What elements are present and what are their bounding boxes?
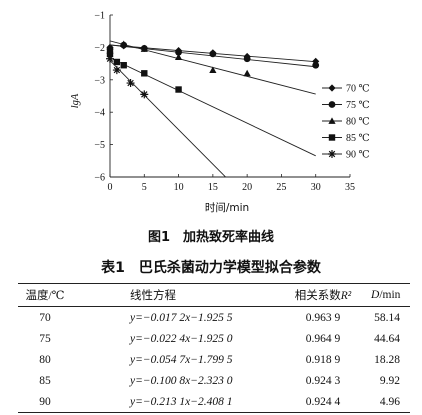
- header-r2: 相关系数R²: [285, 284, 362, 307]
- legend-marker: [328, 150, 336, 158]
- header-r2-symbol: R²: [340, 290, 352, 302]
- data-point: [120, 62, 127, 69]
- x-tick-label: 0: [108, 182, 113, 193]
- table-row: 90 y=−0.213 1x−2.408 1 0.924 4 4.96: [18, 391, 410, 413]
- data-point: [312, 61, 320, 69]
- figure-caption: 图1 加热致死率曲线: [147, 230, 275, 245]
- y-tick-label: −3: [94, 75, 105, 86]
- data-point: [243, 55, 251, 63]
- data-point: [141, 70, 148, 77]
- data-point: [106, 54, 114, 63]
- parameter-table: 温度/℃ 线性方程 相关系数R² D/min 70 y=−0.017 2x−1.…: [18, 283, 410, 413]
- y-tick-label: −6: [94, 173, 105, 184]
- legend-label: 80 ℃: [346, 117, 370, 128]
- x-tick-label: 35: [345, 182, 355, 193]
- table-row: 70 y=−0.017 2x−1.925 5 0.963 9 58.14: [18, 307, 410, 329]
- cell-equation: y=−0.017 2x−1.925 5: [130, 311, 233, 324]
- header-r2-prefix: 相关系数: [294, 290, 341, 302]
- data-point: [126, 79, 135, 88]
- x-axis-label: 时间/min: [205, 201, 249, 214]
- data-point: [243, 69, 251, 77]
- cell-d: 4.96: [379, 395, 400, 408]
- data-point: [113, 58, 121, 66]
- cell-d: 18.28: [374, 353, 400, 366]
- y-tick-label: −5: [94, 140, 105, 151]
- data-point: [209, 50, 217, 58]
- legend-label: 70 ℃: [346, 84, 370, 95]
- cell-temp: 90: [39, 395, 51, 408]
- header-temp: 温度/℃: [25, 290, 65, 302]
- cell-temp: 75: [39, 332, 51, 345]
- header-d: D/min: [361, 284, 410, 307]
- legend-marker: [328, 134, 336, 141]
- table-caption: 表1 巴氏杀菌动力学模型拟合参数: [101, 260, 321, 276]
- header-d-symbol: D: [371, 289, 380, 301]
- table-header-row: 温度/℃ 线性方程 相关系数R² D/min: [18, 283, 410, 307]
- cell-r2: 0.924 4: [305, 395, 341, 408]
- cell-equation: y=−0.213 1x−2.408 1: [130, 395, 233, 408]
- y-axis-label: lgA: [70, 93, 81, 108]
- cell-temp: 85: [39, 374, 51, 387]
- legend-label: 90 ℃: [346, 150, 370, 161]
- y-tick-label: −2: [94, 43, 105, 54]
- legend-marker: [328, 101, 336, 108]
- header-d-unit: /min: [379, 289, 401, 301]
- table-row: 85 y=−0.100 8x−2.323 0 0.924 3 9.92: [18, 370, 410, 391]
- header-equation: 线性方程: [130, 290, 177, 302]
- data-point: [209, 66, 217, 73]
- cell-equation: y=−0.054 7x−1.799 5: [130, 353, 233, 366]
- data-point: [174, 53, 183, 60]
- legend-label: 75 ℃: [346, 100, 370, 111]
- y-tick-label: −4: [94, 108, 105, 119]
- data-point: [140, 90, 149, 99]
- legend-marker: [328, 84, 336, 92]
- cell-r2: 0.963 9: [305, 311, 341, 324]
- figure-1: 0 5 10 15 20 25 30 35 −1 −2 −3 −4 −5 −6 时间/min lgA 70 ℃ 7…: [70, 11, 370, 215]
- x-tick-label: 30: [311, 182, 321, 193]
- x-tick-label: 5: [142, 182, 147, 193]
- cell-temp: 70: [39, 311, 51, 324]
- cell-temp: 80: [39, 353, 51, 366]
- data-point: [140, 45, 148, 52]
- data-point: [120, 40, 128, 48]
- data-point: [106, 50, 114, 58]
- table-row: 75 y=−0.022 4x−1.925 0 0.964 9 44.64: [18, 328, 410, 349]
- cell-d: 58.14: [374, 311, 400, 324]
- legend-marker: [328, 117, 336, 124]
- legend-label: 85 ℃: [346, 133, 370, 144]
- data-point: [175, 48, 182, 56]
- death-rate-chart: 0 5 10 15 20 25 30 35 −1 −2 −3 −4 −5 −6 时间/min lgA 70 ℃ 7…: [70, 11, 370, 215]
- cell-d: 9.92: [379, 374, 400, 387]
- table-row: 80 y=−0.054 7x−1.799 5 0.918 9 18.28: [18, 349, 410, 370]
- cell-r2: 0.964 9: [305, 332, 341, 345]
- cell-d: 44.64: [374, 332, 400, 345]
- y-tick-label: −1: [94, 11, 105, 22]
- x-tick-label: 15: [208, 182, 218, 193]
- x-tick-label: 10: [174, 182, 184, 193]
- x-tick-label: 20: [242, 182, 252, 193]
- x-tick-label: 25: [276, 182, 286, 193]
- data-point: [175, 86, 182, 93]
- cell-r2: 0.924 3: [305, 374, 341, 387]
- cell-equation: y=−0.022 4x−1.925 0: [130, 332, 233, 345]
- cell-r2: 0.918 9: [305, 353, 341, 366]
- cell-equation: y=−0.100 8x−2.323 0: [130, 374, 233, 387]
- data-point: [112, 66, 121, 75]
